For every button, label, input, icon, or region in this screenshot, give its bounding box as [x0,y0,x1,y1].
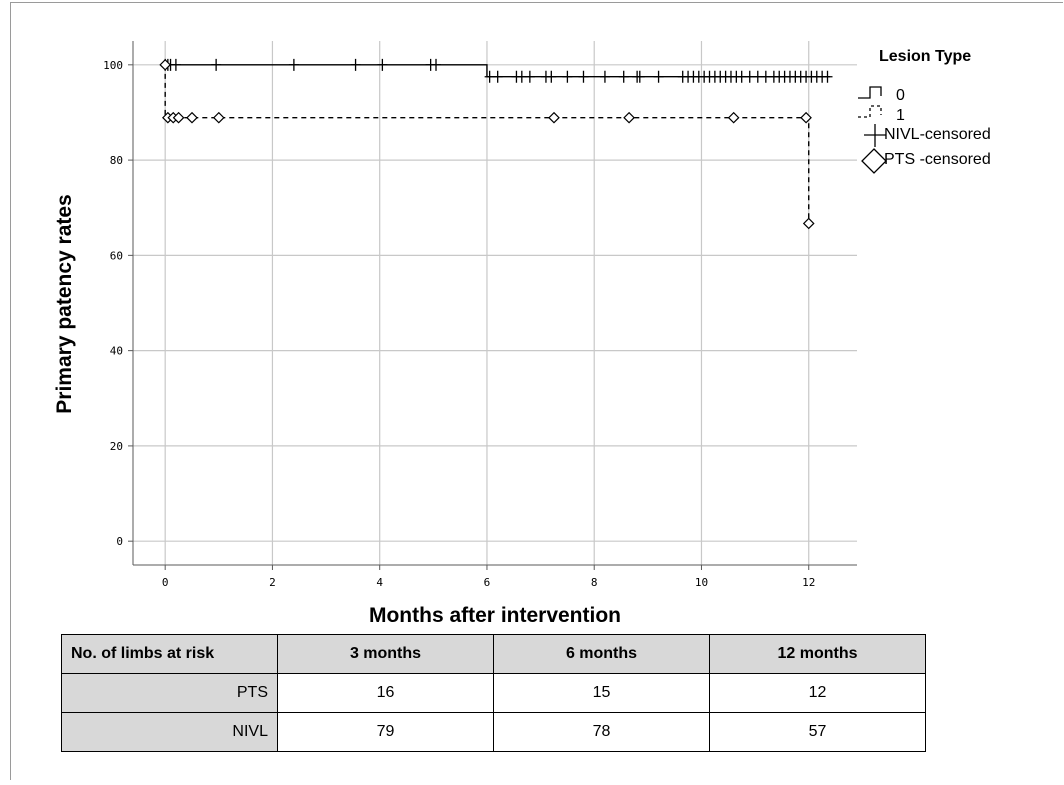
figure-frame [10,2,1063,780]
x-tick-label: 6 [484,576,491,589]
censor-mark-pts [800,111,812,124]
censor-mark-nivl [618,70,629,83]
risk-table-row: PTS 16 15 12 [61,673,926,713]
risk-table: No. of limbs at risk 3 months 6 months 1… [61,634,926,752]
legend-label-nivl-censored: NIVL-censored [884,126,991,143]
risk-table-cell: 57 [709,712,926,752]
censor-mark-nivl [634,70,645,83]
risk-table-header-row: No. of limbs at risk 3 months 6 months 1… [61,634,926,674]
km-chart: 0 2 4 6 8 10 12 0 20 40 60 80 100 [103,41,887,589]
risk-table-row-label: PTS [61,673,278,713]
legend-title: Lesion Type [879,48,972,65]
risk-table-row-label: NIVL [61,712,278,752]
x-tick-label: 8 [591,576,598,589]
censor-mark-nivl [578,70,589,83]
risk-table-cell: 12 [709,673,926,713]
censor-mark-pts [727,111,740,124]
series-line-1 [164,64,810,224]
legend-symbol-nivl-censored [864,124,886,147]
y-tick-label: 80 [110,154,123,167]
legend-symbol-pts-censored [861,148,887,174]
legend-label-0: 0 [896,87,905,104]
x-tick-label: 4 [376,576,383,589]
censor-mark-nivl [562,70,573,83]
y-tick-label: 40 [110,345,123,358]
x-tick-label: 2 [269,576,276,589]
censor-mark-nivl [211,58,222,71]
censor-mark-pts [548,111,560,124]
censor-mark-pts [802,217,815,230]
legend-symbol-0 [858,86,882,99]
y-tick-label: 20 [110,440,123,453]
censor-mark-nivl [350,58,361,71]
y-tick-label: 0 [116,535,123,548]
censor-mark-nivl [822,70,833,83]
y-axis-label: Primary patency rates [53,194,76,414]
risk-table-corner: No. of limbs at risk [61,634,278,674]
censor-mark-nivl [288,58,299,71]
censor-mark-pts [159,58,172,71]
legend-label-pts-censored: PTS -censored [884,151,991,168]
x-tick-label: 12 [802,576,815,589]
censor-mark-pts [623,111,635,124]
x-tick-label: 0 [162,576,169,589]
legend-symbol-1 [858,105,882,118]
risk-table-cell: 15 [493,673,710,713]
censor-mark-pts [212,111,225,124]
risk-table-row: NIVL 79 78 57 [61,712,926,752]
censor-mark-nivl [546,70,557,83]
censor-mark-nivl [524,70,535,83]
censor-mark-nivl [431,58,442,71]
x-tick-label: 10 [695,576,708,589]
censor-mark-pts [172,111,185,124]
censor-mark-nivl [653,70,664,83]
y-tick-label: 60 [110,249,123,262]
censor-mark-nivl [599,70,610,83]
risk-table-cell: 79 [277,712,494,752]
x-axis-label: Months after intervention [368,604,621,627]
censor-mark-nivl [377,58,388,71]
censor-mark-nivl [492,70,503,83]
y-tick-label: 100 [103,59,123,72]
risk-table-cell: 16 [277,673,494,713]
censor-mark-nivl [170,58,181,71]
legend-label-1: 1 [896,107,905,124]
risk-table-col-12-months: 12 months [709,634,926,674]
risk-table-col-3-months: 3 months [277,634,494,674]
censor-mark-pts [186,111,198,124]
risk-table-col-6-months: 6 months [493,634,710,674]
risk-table-cell: 78 [493,712,710,752]
